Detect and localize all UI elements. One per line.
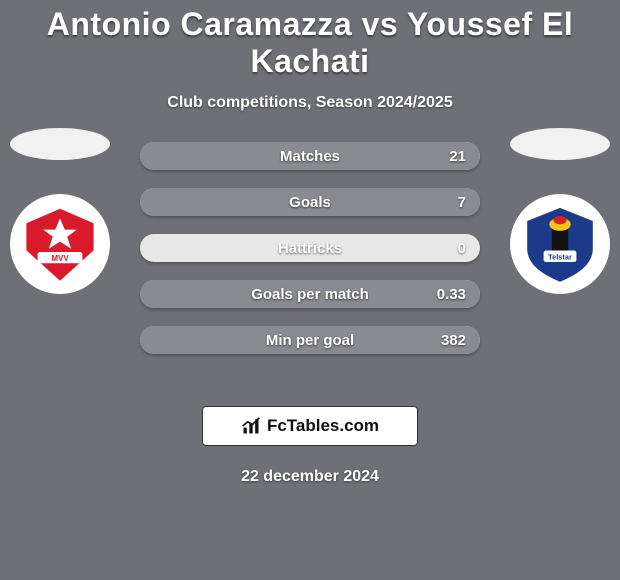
stat-value-right: 0.33 [423,280,480,308]
stat-row: Min per goal382 [140,326,480,354]
mvv-badge-icon: MVV [20,204,100,284]
player1-avatar-placeholder [10,128,110,160]
stat-value-left [140,142,168,170]
player1-club-badge: MVV [10,194,110,294]
player2-avatar-placeholder [510,128,610,160]
player2-slot: Telstar [510,128,610,294]
stat-row: Hattricks0 [140,234,480,262]
comparison-stage: MVV Telstar Matches21 Goals7 Hattricks0 Goa… [0,142,620,392]
stat-value-left [140,326,168,354]
player1-name: Antonio Caramazza [47,6,352,42]
player2-club-badge: Telstar [510,194,610,294]
stat-value-right: 7 [444,188,480,216]
subtitle: Club competitions, Season 2024/2025 [0,94,620,112]
telstar-badge-icon: Telstar [519,203,601,285]
svg-text:Telstar: Telstar [548,253,572,262]
stat-bars: Matches21 Goals7 Hattricks0 Goals per match… [140,142,480,372]
stat-value-left [140,188,168,216]
svg-text:MVV: MVV [51,254,69,263]
generated-date: 22 december 2024 [0,468,620,486]
stat-label: Goals [140,188,480,216]
stat-value-right: 0 [444,234,480,262]
vs-text: vs [362,6,399,42]
stat-row: Goals per match0.33 [140,280,480,308]
brand-text: FcTables.com [267,416,379,436]
player1-slot: MVV [10,128,110,294]
brand-badge: FcTables.com [202,406,418,446]
stat-label: Matches [140,142,480,170]
page-title: Antonio Caramazza vs Youssef El Kachati [0,0,620,80]
stat-value-right: 382 [427,326,480,354]
stat-row: Goals7 [140,188,480,216]
stat-value-left [140,280,168,308]
stat-row: Matches21 [140,142,480,170]
chart-icon [241,416,261,436]
stat-label: Hattricks [140,234,480,262]
stat-value-right: 21 [435,142,480,170]
stat-value-left [140,234,168,262]
